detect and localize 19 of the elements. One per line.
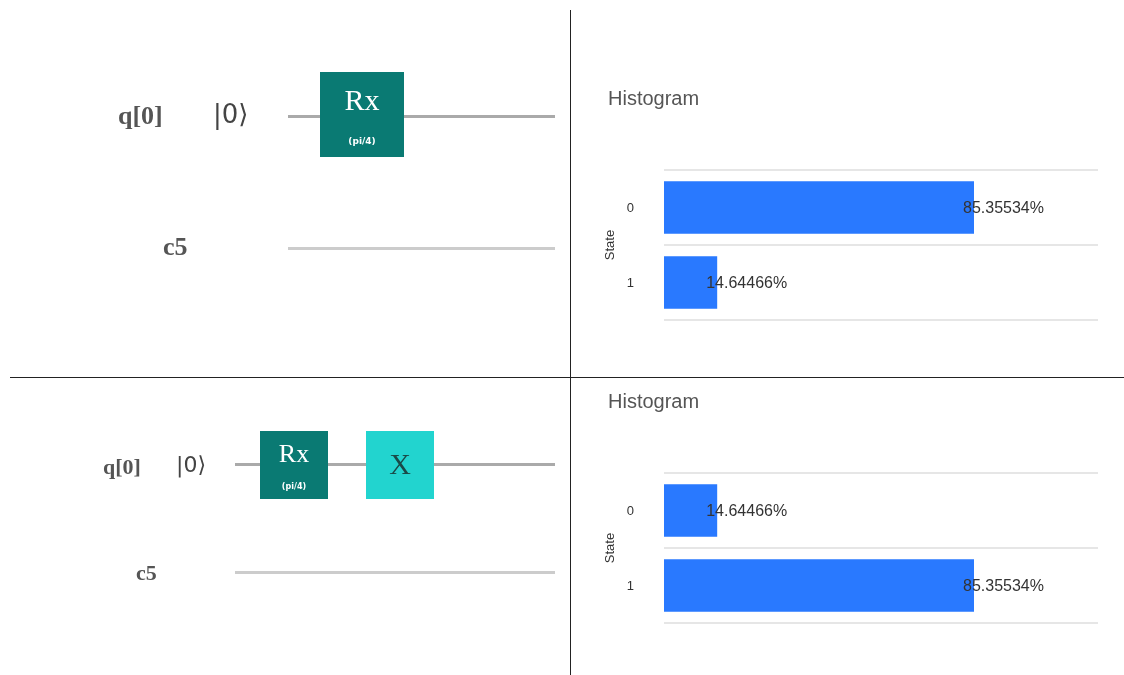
text: |0⟩	[176, 452, 206, 477]
text: Rx	[277, 439, 311, 468]
text: |0⟩	[213, 99, 249, 129]
text: X	[388, 447, 412, 480]
y-tick-label: 1	[626, 578, 634, 593]
text: c5	[136, 560, 157, 585]
y-tick-label: 0	[626, 200, 634, 215]
y-tick-label: 0	[626, 503, 634, 518]
chart-title: Histogram	[608, 87, 700, 109]
text: (pi/4)	[280, 482, 308, 491]
text: c5	[163, 232, 188, 261]
text: Rx	[343, 83, 381, 116]
chart-title: Histogram	[608, 390, 700, 412]
y-tick-label: 1	[626, 275, 634, 290]
text: q[0]	[103, 454, 141, 479]
y-axis-title: State	[601, 532, 617, 564]
text: q[0]	[118, 101, 163, 130]
text: (pi/4)	[347, 136, 377, 146]
y-axis-title: State	[601, 229, 617, 261]
